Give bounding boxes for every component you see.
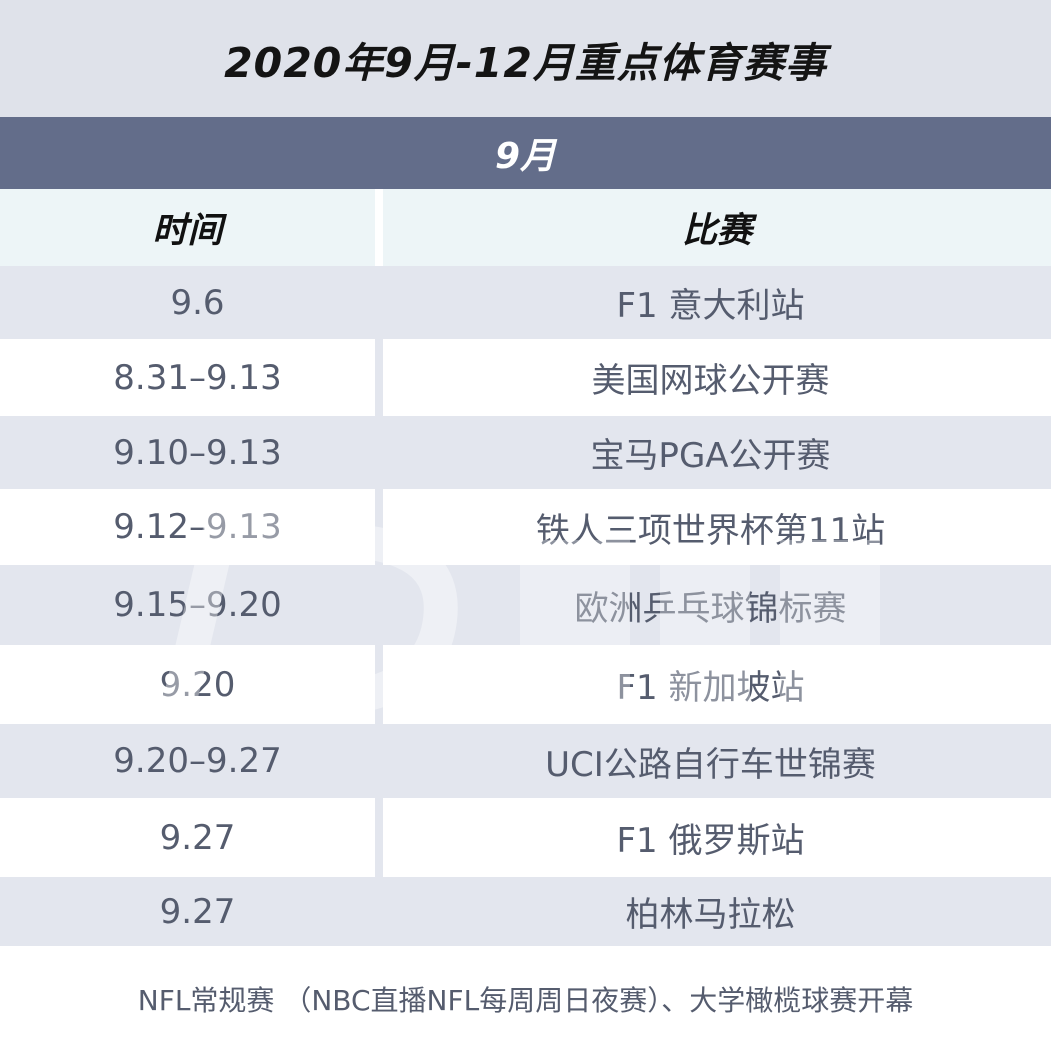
cell-time: 8.31–9.13 <box>0 339 395 416</box>
cell-time: 9.27 <box>159 891 236 932</box>
header-event: 比赛 <box>383 189 1051 266</box>
cell-time: 9.12–9.13 <box>0 489 395 565</box>
footer-text: NFL常规赛 （NBC直播NFL每周周日夜赛）、大学橄榄球赛开幕 <box>137 984 914 1017</box>
title-bar: 2020年9月-12月重点体育赛事 <box>0 0 1051 117</box>
cell-event: 欧洲乒乓球锦标赛 <box>574 588 847 629</box>
cell-event: 柏林马拉松 <box>625 895 796 935</box>
footer-note: NFL常规赛 （NBC直播NFL每周周日夜赛）、大学橄榄球赛开幕 <box>0 946 1051 1052</box>
table-row: 9.20 F1 新加坡站 <box>0 645 1051 724</box>
table-row: 9.27 柏林马拉松 <box>0 877 1051 946</box>
cell-time: 9.20–9.27 <box>113 741 282 781</box>
cell-time: 9.6 <box>170 282 225 323</box>
table-row: 9.15–9.20 欧洲乒乓球锦标赛 <box>0 565 1051 645</box>
cell-time: 9.27 <box>0 798 395 877</box>
cell-event: 美国网球公开赛 <box>591 361 830 401</box>
table-row: 9.6 F1 意大利站 <box>0 266 1051 339</box>
cell-event: 宝马PGA公开赛 <box>590 436 831 476</box>
cell-event: F1 俄罗斯站 <box>616 821 805 861</box>
table-row: 9.27 F1 俄罗斯站 <box>0 798 1051 877</box>
table-row: 9.10–9.13 宝马PGA公开赛 <box>0 416 1051 489</box>
table-row: 9.12–9.13 铁人三项世界杯第11站 <box>0 489 1051 565</box>
cell-event: UCI公路自行车世锦赛 <box>545 744 876 785</box>
cell-event: F1 新加坡站 <box>616 668 805 708</box>
table-header: 时间 比赛 <box>0 189 1051 266</box>
cell-time: 9.10–9.13 <box>113 432 282 473</box>
month-label: 9月 <box>494 136 557 177</box>
table-row: 8.31–9.13 美国网球公开赛 <box>0 339 1051 416</box>
cell-time: 9.15–9.20 <box>113 585 282 625</box>
header-time: 时间 <box>0 189 375 266</box>
page-title: 2020年9月-12月重点体育赛事 <box>224 38 827 87</box>
month-bar: 9月 <box>0 117 1051 189</box>
cell-event: 铁人三项世界杯第11站 <box>535 510 886 551</box>
cell-event: F1 意大利站 <box>616 286 805 326</box>
table-body: 9.6 F1 意大利站 8.31–9.13 美国网球公开赛 9.10–9.13 … <box>0 266 1051 946</box>
table-row: 9.20–9.27 UCI公路自行车世锦赛 <box>0 724 1051 798</box>
cell-time: 9.20 <box>0 645 395 724</box>
